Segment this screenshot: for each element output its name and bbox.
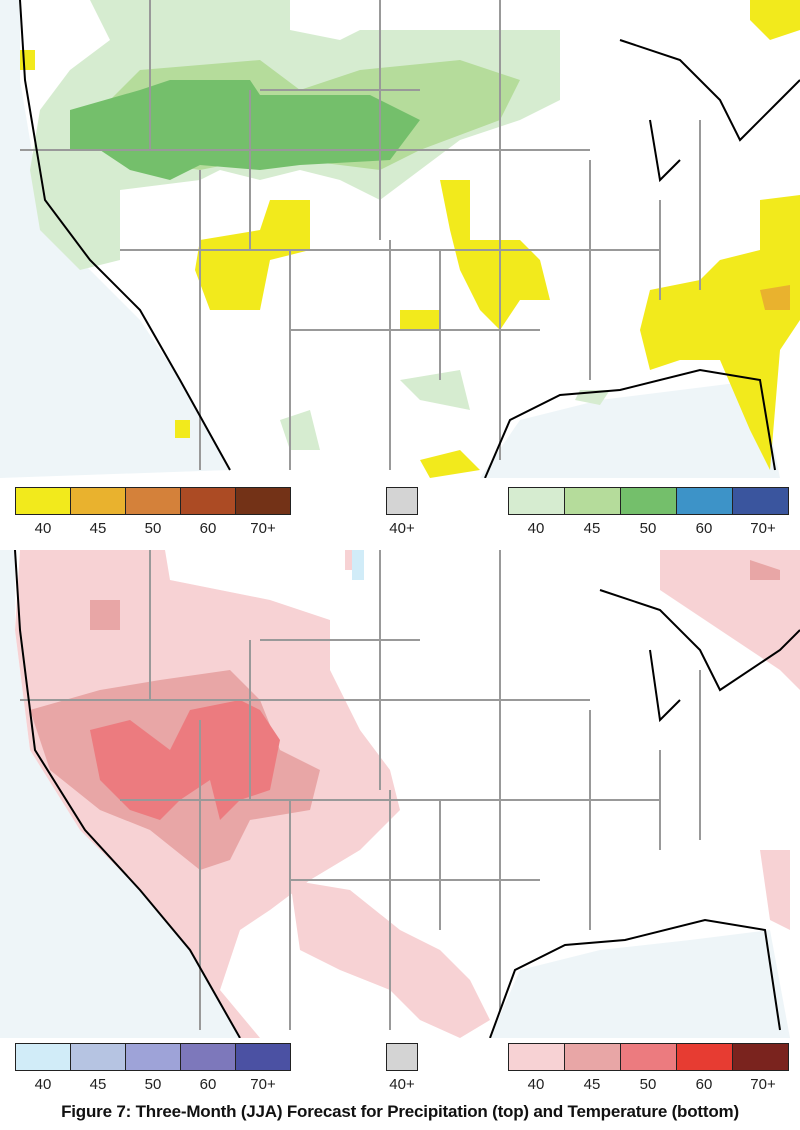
- legend-swatch: [125, 487, 181, 515]
- legend-swatch: [676, 1043, 733, 1071]
- legend-swatch: [125, 1043, 181, 1071]
- legend-swatch: [235, 1043, 291, 1071]
- legend-label: 40: [34, 1076, 52, 1093]
- legend-swatch: [564, 487, 621, 515]
- state-borders: [20, 550, 701, 1030]
- legend-swatch: [386, 1043, 418, 1071]
- legend-label: 45: [583, 520, 601, 537]
- pacific-ocean: [0, 0, 230, 478]
- gulf-of-mexico: [480, 380, 780, 478]
- gulf-of-mexico: [490, 930, 790, 1038]
- legend-swatch: [386, 487, 418, 515]
- above-normal-temp-region: [15, 550, 800, 1038]
- coastline: [19, 0, 800, 478]
- state-borders: [20, 0, 701, 470]
- legend-label: 45: [583, 1076, 601, 1093]
- legend-label: 40: [527, 520, 545, 537]
- legend-swatch: [676, 487, 733, 515]
- legend-swatch: [564, 1043, 621, 1071]
- legend-label: 60: [695, 520, 713, 537]
- legend-label: 45: [89, 520, 107, 537]
- legend-swatch: [235, 487, 291, 515]
- legend-label: 70+: [250, 1076, 276, 1093]
- legend-label: 50: [639, 520, 657, 537]
- legend-label: 60: [695, 1076, 713, 1093]
- legend-label: 70+: [250, 520, 276, 537]
- legend-label: 70+: [750, 1076, 776, 1093]
- legend-label: 40+: [389, 520, 415, 537]
- legend-swatch: [15, 487, 71, 515]
- legend-label: 40+: [389, 1076, 415, 1093]
- coastline: [14, 550, 800, 1038]
- legend-label: 60: [199, 1076, 217, 1093]
- legend-swatch: [70, 487, 126, 515]
- legend-swatch: [508, 1043, 565, 1071]
- legend-label: 40: [527, 1076, 545, 1093]
- legend-label: 50: [639, 1076, 657, 1093]
- legend-label: 70+: [750, 520, 776, 537]
- temp-above-legend: [508, 1043, 789, 1071]
- legend-swatch: [620, 1043, 677, 1071]
- legend-swatch: [732, 1043, 789, 1071]
- precip-above-legend: [508, 487, 789, 515]
- legend-label: 60: [199, 520, 217, 537]
- pacific-ocean: [0, 550, 240, 1038]
- legend-swatch: [15, 1043, 71, 1071]
- below-normal-precip-region: [20, 0, 800, 478]
- legend-label: 50: [144, 520, 162, 537]
- temp-ec-legend: [386, 1043, 418, 1071]
- above-normal-precip-region: [30, 0, 610, 450]
- legend-swatch: [70, 1043, 126, 1071]
- legend-swatch: [180, 1043, 236, 1071]
- legend-swatch: [620, 487, 677, 515]
- legend-label: 50: [144, 1076, 162, 1093]
- temp-below-legend: [15, 1043, 291, 1071]
- legend-swatch: [180, 487, 236, 515]
- figure-caption: Figure 7: Three-Month (JJA) Forecast for…: [61, 1102, 739, 1121]
- legend-label: 45: [89, 1076, 107, 1093]
- precip-ec-legend: [386, 487, 418, 515]
- temperature-map: [0, 550, 800, 1038]
- legend-label: 40: [34, 520, 52, 537]
- legend-swatch: [732, 487, 789, 515]
- below-normal-temp-region: [352, 550, 364, 580]
- precipitation-map: [0, 0, 800, 478]
- precip-below-legend: [15, 487, 291, 515]
- legend-swatch: [508, 487, 565, 515]
